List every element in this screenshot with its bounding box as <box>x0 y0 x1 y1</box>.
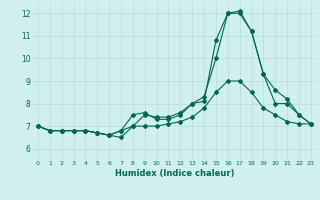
X-axis label: Humidex (Indice chaleur): Humidex (Indice chaleur) <box>115 169 234 178</box>
